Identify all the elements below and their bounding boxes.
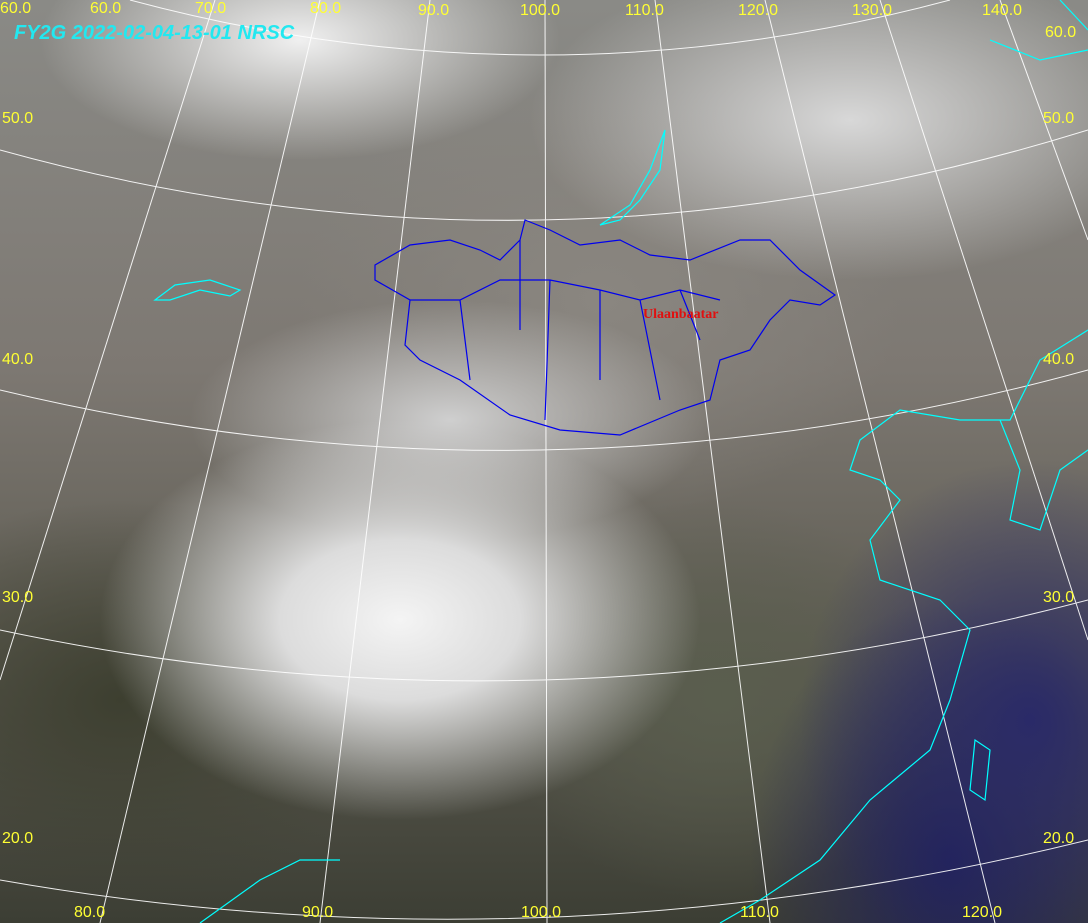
- lat-label-right: 20.0: [1043, 830, 1075, 847]
- lat-label-right: 40.0: [1043, 351, 1075, 368]
- lat-line-20: [0, 839, 1088, 920]
- image-title: FY2G 2022-02-04-13-01 NRSC: [14, 22, 295, 44]
- taiwan: [969, 738, 991, 802]
- lat-label-right: 30.0: [1043, 589, 1075, 606]
- coastline-china: [719, 329, 1088, 923]
- lat-label-left: 50.0: [2, 110, 34, 127]
- lon-label-bottom: 120.0: [962, 904, 1003, 921]
- lon-label-top: 60.0: [0, 0, 32, 17]
- lat-line-40: [0, 369, 1088, 451]
- coastline-indochina: [199, 859, 340, 923]
- lon-label-top: 90.0: [418, 2, 450, 19]
- lon-line-80: [99, 0, 321, 923]
- lat-label-left: 30.0: [2, 589, 34, 606]
- lon-label-bottom: 90.0: [302, 904, 334, 921]
- lon-line-120: [764, 0, 996, 923]
- mongolia-border: [374, 219, 837, 436]
- lon-line-130: [879, 0, 1088, 641]
- lon-label-top: 80.0: [310, 0, 342, 17]
- lon-label-bottom: 100.0: [521, 904, 562, 921]
- lat-label-left: 20.0: [2, 830, 34, 847]
- lat-label-right: 60.0: [1045, 24, 1077, 41]
- coastline-japan: [989, 0, 1088, 61]
- lon-label-top: 110.0: [625, 2, 664, 19]
- lon-label-top: 130.0: [852, 2, 893, 19]
- lat-line-50: [0, 129, 1088, 221]
- mongolia-provinces: [410, 240, 721, 421]
- lon-label-bottom: 110.0: [740, 904, 779, 921]
- lake-baikal: [599, 129, 666, 226]
- lon-label-top: 60.0: [90, 0, 122, 17]
- lon-label-top: 120.0: [738, 2, 779, 19]
- lon-line-70: [0, 0, 216, 681]
- lat-label-left: 40.0: [2, 351, 34, 368]
- coastline-korea: [999, 419, 1088, 531]
- lat-line-30: [0, 599, 1088, 682]
- lon-label-bottom: 80.0: [74, 904, 106, 921]
- lon-line-90: [319, 0, 431, 923]
- lon-label-top: 70.0: [195, 0, 227, 17]
- city-label-ulaanbaatar: Ulaanbaatar: [643, 307, 719, 322]
- lon-line-100: [544, 0, 548, 923]
- lake-balkhash: [153, 279, 242, 301]
- lon-label-top: 140.0: [982, 2, 1023, 19]
- lat-line-55: [129, 0, 951, 56]
- lat-label-right: 50.0: [1043, 110, 1075, 127]
- lon-line-140: [999, 0, 1088, 241]
- lon-line-110: [654, 0, 771, 923]
- lon-label-top: 100.0: [520, 2, 561, 19]
